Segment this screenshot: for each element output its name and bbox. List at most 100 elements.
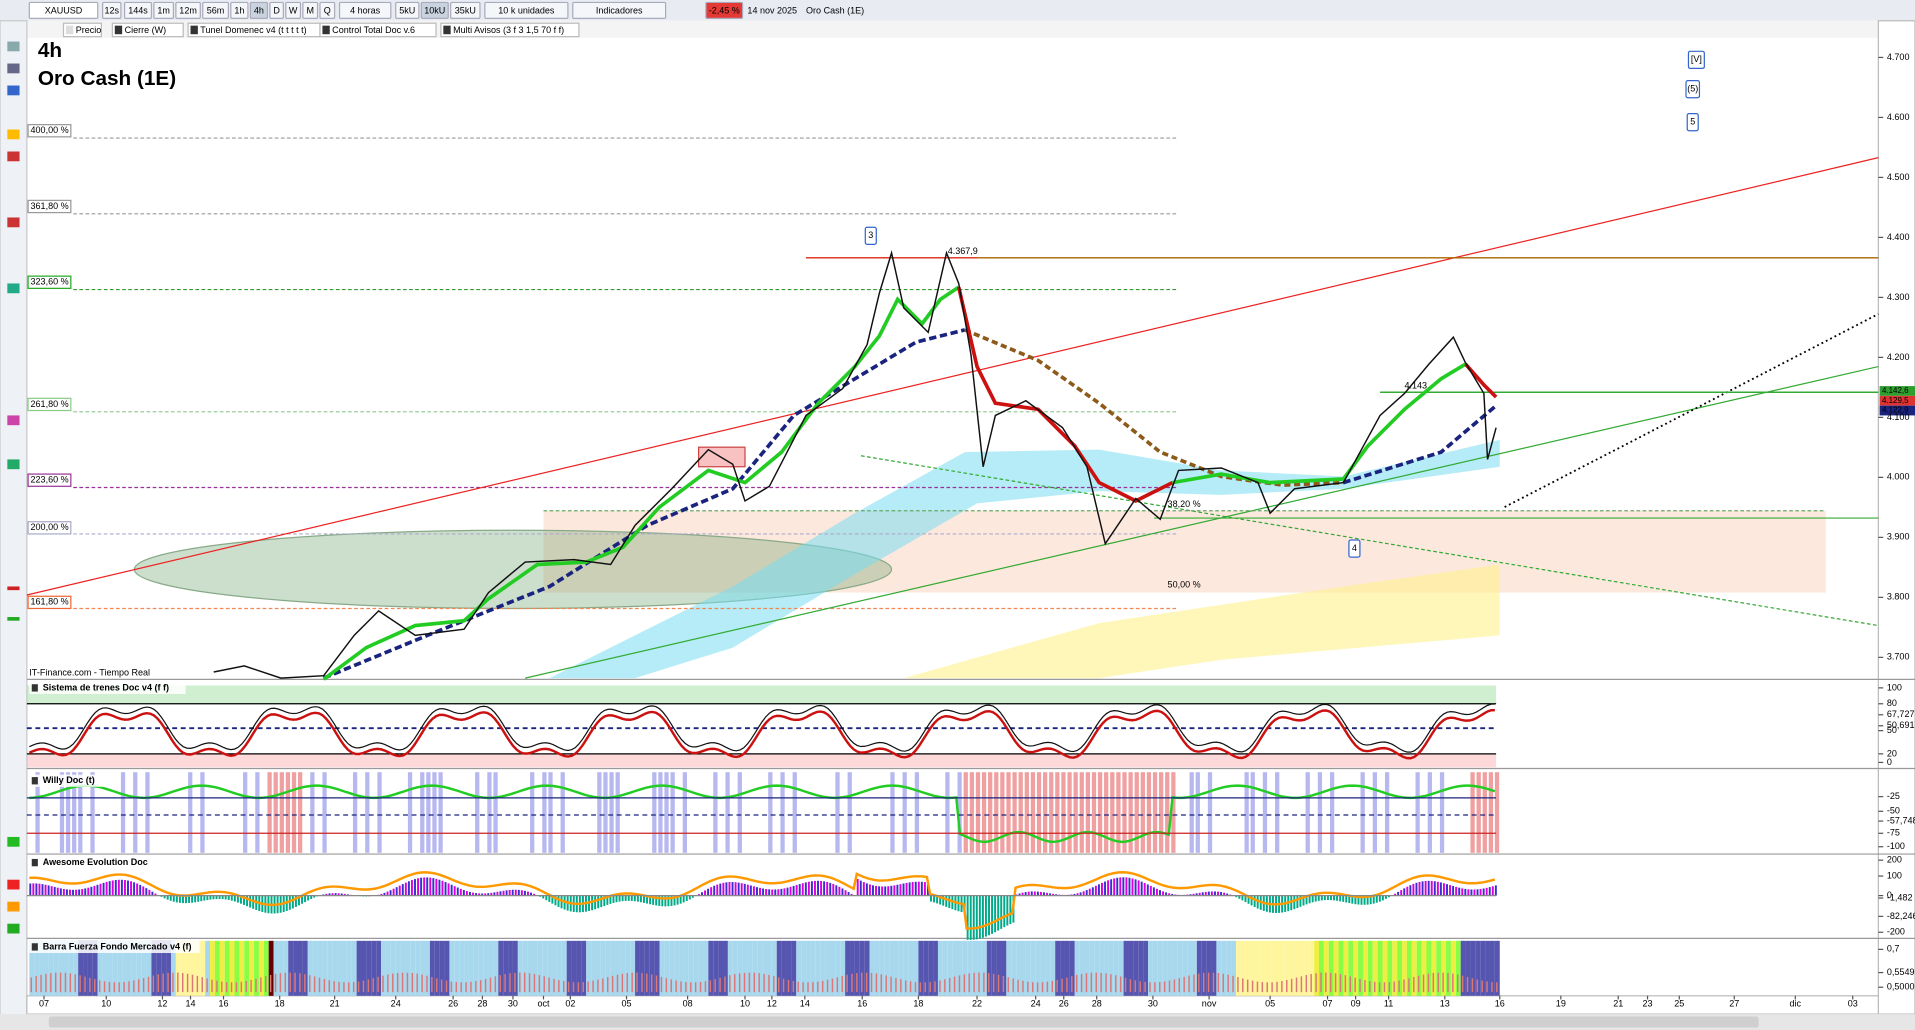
button[interactable] [285,1,302,19]
tool-icon[interactable] [7,586,20,591]
strength-bar [611,975,614,993]
tool-icon[interactable] [7,901,20,912]
button[interactable] [302,1,319,19]
strength-bar [1193,974,1195,993]
strength-bar [865,972,868,993]
tool-icon[interactable] [7,617,20,621]
button[interactable] [572,1,667,19]
histogram-bar [865,883,868,896]
histogram-bar [166,895,169,900]
button[interactable] [338,1,392,19]
stripe [352,772,358,853]
strength-bar [864,940,870,996]
strength-bar [1133,940,1139,996]
strength-bar [709,980,712,993]
axis-label: -25 [1887,791,1900,801]
button[interactable] [101,1,122,19]
tool-icon[interactable] [7,283,20,294]
strength-bar [895,977,897,993]
button[interactable] [123,1,153,19]
date-label: 16 [218,999,228,1009]
histogram-bar [38,883,41,896]
button[interactable] [705,1,744,19]
strength-bar [973,972,975,993]
strength-bar [605,940,611,996]
strength-bar [1452,973,1454,993]
strength-bar [737,940,743,996]
histogram-bar [777,889,780,896]
strength-bar [293,940,298,996]
date-label: 05 [622,999,632,1009]
histogram-bar [636,895,639,902]
histogram-bar [1482,888,1485,896]
strength-bar [152,975,155,993]
button[interactable] [153,1,175,19]
histogram-bar [545,895,548,901]
histogram-bar [1485,887,1488,896]
histogram-bar [838,886,841,896]
tool-icon[interactable] [7,217,20,228]
legend-item[interactable] [111,22,184,38]
tool-icon[interactable] [7,459,20,470]
strength-bar [781,940,787,996]
strength-bar [517,940,523,996]
button[interactable] [249,1,269,19]
histogram-bar [181,895,184,904]
histogram-bar [881,886,884,896]
legend-item[interactable] [440,22,580,38]
button[interactable] [420,1,449,19]
button[interactable] [395,1,420,19]
histogram-bar [417,878,420,896]
button[interactable] [28,1,99,19]
histogram-bar [615,895,618,903]
tool-icon[interactable] [7,41,20,52]
strength-bar [631,972,633,993]
strength-bar [63,940,69,996]
histogram-bar [490,892,493,896]
histogram-bar [701,892,703,896]
tool-icon[interactable] [7,129,20,140]
strength-bar [1071,976,1073,993]
histogram-bar [975,895,978,940]
stripe [792,772,797,853]
strength-bar [1402,940,1407,996]
legend-item[interactable] [319,22,437,38]
histogram-bar [1305,895,1308,905]
stripe [994,772,999,853]
histogram-bar [798,884,801,896]
stripe [35,772,40,853]
button[interactable] [319,1,336,19]
stripe [1122,772,1127,853]
button[interactable] [230,1,249,19]
histogram-bar [1073,893,1076,896]
date-label: 02 [565,999,575,1009]
strength-bar [371,940,377,996]
strength-bar [934,981,936,993]
strength-bar [322,940,328,996]
strength-bar [1149,982,1151,993]
strength-bar [299,973,301,993]
fib-tag [27,397,72,412]
tool-icon[interactable] [7,836,20,847]
tool-icon[interactable] [7,923,20,934]
strength-bar [577,982,580,993]
histogram-bar [981,895,984,938]
strength-bar [1222,973,1224,993]
tool-icon[interactable] [7,85,20,96]
tool-icon[interactable] [7,151,20,162]
tool-icon[interactable] [7,415,20,426]
strength-bar [221,981,223,993]
button[interactable] [202,1,229,19]
button[interactable] [484,1,569,19]
tool-icon[interactable] [7,879,20,890]
histogram-bar [1046,892,1048,896]
strength-bar [64,972,67,993]
histogram-bar [710,887,713,896]
scroll-thumb[interactable] [48,1016,1759,1028]
button[interactable] [450,1,481,19]
button[interactable] [269,1,284,19]
strength-bar [1212,972,1215,993]
tool-icon[interactable] [7,63,20,74]
stripe [1073,772,1078,853]
button[interactable] [175,1,201,19]
